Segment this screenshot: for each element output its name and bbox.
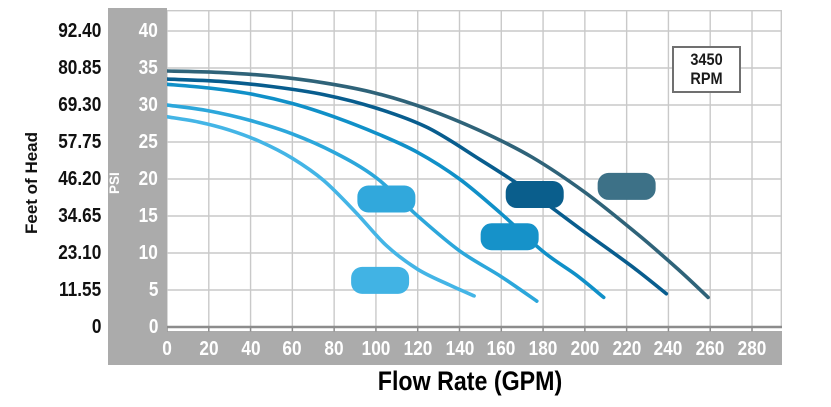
gpm-tick-label: 260: [695, 337, 725, 360]
psi-tick-label: 35: [138, 56, 158, 79]
gpm-tick-label: 280: [737, 337, 767, 360]
pill-sky-blue: [357, 185, 416, 213]
feet-tick-label: 57.75: [57, 130, 101, 153]
pill-slate-blue: [597, 172, 656, 200]
gpm-tick-label: 160: [486, 337, 516, 360]
gpm-tick-label: 220: [612, 337, 642, 360]
feet-tick-label: 34.65: [57, 204, 101, 227]
rpm-value: 3450: [690, 51, 723, 69]
curves-canvas: [165, 9, 782, 332]
gpm-tick-label: 200: [570, 337, 600, 360]
curve-2-sky-blue: [165, 103, 539, 303]
psi-tick-labels: 40 35 30 25 20 15 10 5 0: [108, 0, 163, 370]
psi-tick-label: 0: [148, 315, 158, 338]
pill-navy-blue: [505, 181, 564, 209]
psi-tick-label: 15: [138, 204, 158, 227]
feet-tick-label: 69.30: [57, 93, 101, 116]
gpm-tick-label: 240: [654, 337, 683, 360]
flow-rate-axis-title: Flow Rate (GPM): [377, 366, 563, 396]
feet-tick-label: 80.85: [57, 56, 101, 79]
feet-tick-label: 11.55: [58, 278, 101, 301]
curve-5-slate-blue: [165, 69, 710, 300]
psi-tick-label: 5: [148, 278, 158, 301]
curve-4-navy-blue: [165, 77, 669, 296]
feet-of-head-tick-labels: 92.40 80.85 69.30 57.75 46.20 34.65 23.10 11.55…: [0, 0, 101, 407]
feet-tick-label: 23.10: [57, 241, 101, 264]
psi-tick-label: 40: [138, 19, 158, 42]
curve-1-light-blue: [165, 115, 476, 298]
feet-tick-label: 0: [91, 315, 101, 338]
gpm-tick-label: 120: [403, 337, 433, 360]
feet-tick-label: 46.20: [57, 167, 101, 190]
feet-tick-label: 92.40: [57, 19, 101, 42]
plot-area: [165, 9, 782, 332]
gpm-tick-label: 40: [240, 337, 261, 360]
gpm-tick-label: 100: [361, 337, 391, 360]
gpm-tick-label: 80: [324, 337, 344, 360]
psi-tick-label: 30: [138, 93, 158, 116]
pill-light-blue: [351, 266, 410, 294]
gpm-tick-label: 60: [282, 337, 302, 360]
gpm-tick-label: 20: [199, 337, 219, 360]
curve-3-medium-blue: [165, 82, 606, 300]
rpm-annotation-box: 3450 RPM: [672, 46, 741, 93]
gpm-axis-band: [108, 331, 782, 365]
gpm-tick-label: 140: [445, 337, 474, 360]
gpm-tick-label: 180: [528, 337, 558, 360]
psi-tick-label: 25: [138, 130, 158, 153]
psi-tick-label: 20: [138, 167, 158, 190]
psi-tick-label: 10: [138, 241, 158, 264]
pill-medium-blue: [480, 223, 539, 251]
rpm-unit: RPM: [690, 70, 723, 88]
gpm-tick-label: 0: [162, 337, 172, 360]
psi-axis-band: [108, 8, 167, 365]
